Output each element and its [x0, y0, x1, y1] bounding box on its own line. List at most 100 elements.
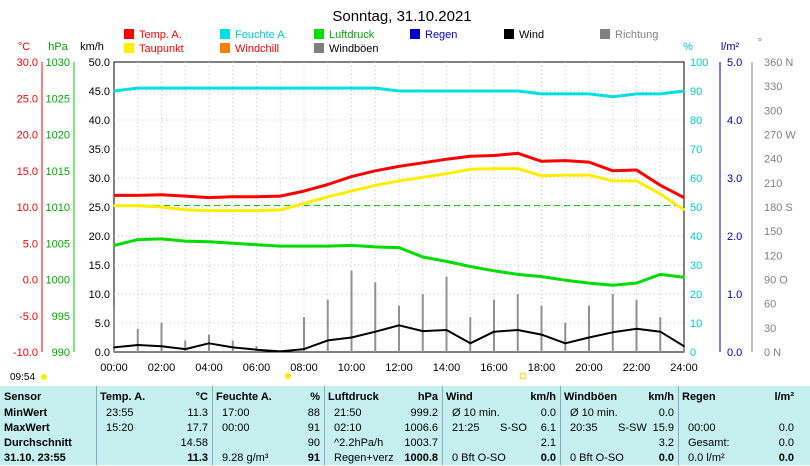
cell-detail: Ø 10 min. — [570, 407, 618, 419]
data-point — [612, 284, 614, 287]
data-point — [374, 184, 377, 187]
table-cell: Regen+verz 1000.8 — [324, 451, 442, 466]
cell-value: 0.0 — [658, 407, 674, 419]
data-point — [683, 345, 685, 348]
data-point — [208, 209, 210, 212]
data-point — [540, 160, 543, 163]
cell-value: 1006.6 — [404, 422, 438, 434]
header-title: Temp. A. — [100, 391, 146, 403]
table-cell: 21:50 999.2 — [324, 406, 442, 421]
header-title: Sensor — [4, 391, 42, 403]
cell-value: 11.3 — [187, 407, 208, 419]
cell-detail: 00:00 — [222, 422, 250, 434]
cell-detail: Regen+verz — [334, 452, 394, 464]
data-point — [398, 246, 400, 249]
cell-value: 0.0 — [778, 452, 794, 464]
legend-swatch — [124, 29, 134, 39]
cell-value: 11.3 — [187, 452, 208, 464]
header-title: Wind — [446, 391, 473, 403]
humidity-unit: % — [683, 41, 693, 53]
table-cell: Durchschnitt — [0, 436, 96, 451]
cell-detail: 21:50 — [334, 407, 362, 419]
table-cell: 14.58 — [96, 436, 212, 451]
header-title: Luftdruck — [328, 391, 379, 403]
wind-axis-tick: 5.0 — [95, 318, 110, 330]
data-point — [517, 167, 519, 170]
column-separator — [324, 386, 325, 465]
data-point — [564, 342, 567, 345]
data-point — [137, 194, 139, 197]
sunset-marker — [519, 372, 527, 380]
data-point — [160, 345, 163, 348]
summary-table: Sensor MinWert MaxWert Durchschnitt 31.10. 2… — [0, 386, 810, 465]
data-point — [469, 342, 472, 345]
data-point — [635, 180, 638, 182]
x-tick-label: 22:00 — [623, 362, 651, 374]
data-point — [398, 90, 400, 92]
data-point — [469, 168, 472, 171]
x-tick-label: 14:00 — [433, 362, 461, 374]
cell-value: 0.0 — [778, 437, 794, 449]
legend-label: Richtung — [615, 29, 658, 41]
table-column: Wind km/h Ø 10 min. 0.0 21:25 S-SO 6.1 2.1 0 Bft… — [442, 386, 560, 465]
legend-label: Feuchte A. — [235, 29, 288, 41]
data-point — [659, 93, 662, 95]
legend-swatch — [220, 43, 230, 53]
data-point — [184, 87, 187, 89]
pressure-axis-tick: 1025 — [46, 93, 70, 105]
header-unit: km/h — [530, 391, 556, 403]
data-point — [588, 282, 590, 284]
table-cell: 0 Bft O-SO 0.0 — [560, 451, 678, 466]
data-point — [232, 242, 234, 245]
legend-label: Luftdruck — [329, 29, 375, 41]
wind-axis-tick: 40.0 — [89, 115, 110, 127]
data-point — [588, 93, 590, 95]
pressure-axis-tick: 1010 — [46, 202, 70, 214]
humidity-axis-tick: 0 — [690, 347, 696, 359]
table-cell: Gesamt: 0.0 — [678, 436, 798, 451]
cell-direction: S-SO — [500, 422, 527, 434]
legend-swatch — [124, 43, 134, 53]
humidity-axis-tick: 10 — [690, 318, 702, 330]
humidity-axis-tick: 20 — [690, 289, 702, 301]
axes: 30.025.020.015.010.05.00.0-5.0-10.010301… — [13, 37, 796, 359]
data-point — [350, 87, 353, 89]
x-tick-label: 04:00 — [195, 362, 223, 374]
data-point — [588, 161, 590, 163]
data-point — [517, 152, 519, 155]
data-point — [540, 93, 543, 95]
humidity-axis-tick: 80 — [690, 115, 702, 127]
direction-axis-tick: 0 N — [764, 347, 781, 359]
data-point — [422, 176, 424, 179]
legend-swatch — [314, 29, 324, 39]
footer-time: 09:54 — [10, 372, 36, 383]
data-point — [422, 256, 424, 258]
data-point — [113, 346, 115, 349]
data-point — [350, 175, 353, 178]
data-point — [683, 276, 685, 279]
cell-detail: 0 Bft O-SO — [570, 452, 624, 464]
data-point — [279, 209, 282, 211]
data-point — [635, 93, 638, 95]
table-cell: 90 — [212, 436, 324, 451]
direction-unit: ° — [758, 37, 762, 49]
data-point — [493, 154, 495, 157]
chart-title: Sonntag, 31.10.2021 — [332, 8, 471, 25]
rain-axis-tick: 3.0 — [727, 173, 742, 185]
header-unit: °C — [195, 391, 208, 403]
temp-unit: °C — [18, 41, 30, 53]
data-point — [184, 209, 187, 211]
direction-axis-tick: 120 — [764, 250, 782, 262]
data-point — [422, 90, 424, 92]
table-cell: Ø 10 min. 0.0 — [442, 406, 560, 421]
table-cell: 0.0 l/m² 0.0 — [678, 451, 798, 466]
data-point — [517, 273, 519, 276]
x-tick-label: 24:00 — [670, 362, 698, 374]
rain-unit: l/m² — [721, 41, 740, 53]
data-point — [160, 206, 163, 208]
data-point — [327, 339, 329, 342]
data-point — [232, 209, 234, 212]
cell-detail: 20:35 — [570, 422, 598, 434]
data-point — [303, 190, 305, 192]
table-cell: 20:35 S-SW 15.9 — [560, 421, 678, 436]
